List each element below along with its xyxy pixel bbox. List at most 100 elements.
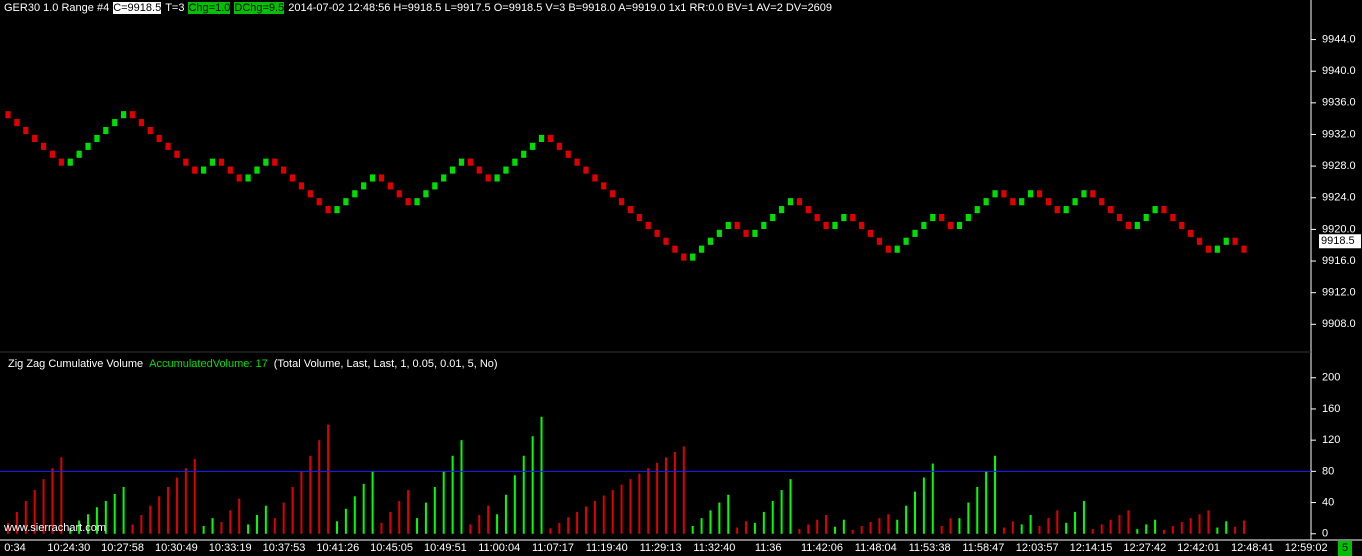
candle [298,181,305,191]
volume-bar [1100,524,1103,534]
volume-bar [184,468,187,534]
candle [146,126,154,135]
y-tick-label: 9936.0 [1322,97,1356,109]
volume-bar [638,473,641,534]
volume-bar [905,505,908,534]
candle [458,157,465,167]
volume-bar [665,457,668,534]
x-tick-label: 10:27:58 [101,542,144,554]
corner-badge: 5 [1338,541,1352,556]
volume-bar [851,529,854,534]
volume-bar [42,479,45,534]
volume-bar [976,486,979,534]
volume-bar [469,524,472,534]
candle [1053,205,1061,214]
volume-bar [753,522,756,534]
volume-bar [1198,514,1201,534]
candle [609,189,617,199]
candle [262,157,270,167]
x-tick-label: 11:19:40 [586,542,628,554]
candle [378,173,385,183]
volume-bar [95,507,98,534]
volume-bar [771,500,774,534]
candle [93,134,101,143]
candle [271,157,279,167]
volume-bar [1154,519,1157,534]
volume-bar [309,455,312,534]
volume-bar [842,519,845,534]
candle [751,228,759,238]
y-tick-label: 9944.0 [1322,33,1356,45]
candle [404,197,412,207]
volume-bar [798,529,801,534]
candle [422,189,430,199]
volume-bar [709,510,712,534]
y-tick-label: 9924.0 [1322,192,1356,204]
volume-bar [549,528,552,534]
candle [386,181,394,191]
candle [938,213,946,222]
volume-bar [416,518,419,534]
candle [22,126,30,135]
candle [529,141,537,151]
y-tick-label: 9928.0 [1322,160,1356,172]
candle [173,149,181,159]
y-tick-label: 120 [1322,434,1340,446]
candle [1222,236,1230,246]
volume-bar [718,502,721,534]
volume-bar [504,494,507,534]
candle [884,244,892,254]
candle [1027,189,1034,199]
volume-bar [1020,524,1023,534]
x-tick-label: 12:14:15 [1070,542,1113,554]
volume-bar [202,525,205,534]
candle [947,221,954,230]
candle [1044,197,1052,207]
volume-bar [1082,500,1085,534]
volume-bar [7,522,9,534]
volume-bar [1002,527,1005,534]
candle [75,149,83,159]
candle [867,228,874,238]
header: GER30 1.0 Range #4 C=9918.5 T=3 Chg=1.0 DChg… [4,1,836,15]
volume-bar [380,522,383,534]
candle [200,165,208,175]
x-tick-label: 10:49:51 [424,542,467,554]
candle [333,205,341,214]
x-tick-label: 11:00:04 [478,542,520,554]
candle [573,157,581,167]
study-title: Zig Zag Cumulative Volume AccumulatedVolu… [8,358,504,370]
candle [235,173,243,183]
candle [66,157,74,167]
volume-bar [931,463,934,534]
volume-bar [291,486,294,534]
volume-bar [433,486,436,534]
volume-bar [1029,515,1032,534]
volume-bar [78,520,81,534]
symbol: GER30 1.0 Range #4 [4,2,110,14]
candle [644,221,652,230]
candle [324,205,332,214]
x-tick-label: 11:48:04 [855,542,897,554]
volume-bar [273,518,276,534]
candle [520,149,528,159]
volume-bar [140,515,143,534]
candle [795,197,803,207]
volume-bar [762,511,765,534]
candle [956,221,963,230]
volume-bar [736,527,739,534]
candle [137,118,145,127]
x-tick-label: 0:34 [4,542,25,554]
volume-bar [833,526,836,534]
candle [40,141,47,151]
x-tick-label: 10:33:19 [209,542,252,554]
candle [244,173,252,183]
volume-bar [87,514,90,534]
candle [191,165,199,175]
volume-bar [15,511,18,534]
candle [929,213,937,222]
header-field: T=3 [165,2,185,14]
volume-bar [496,514,499,534]
volume-bar [1127,510,1130,534]
